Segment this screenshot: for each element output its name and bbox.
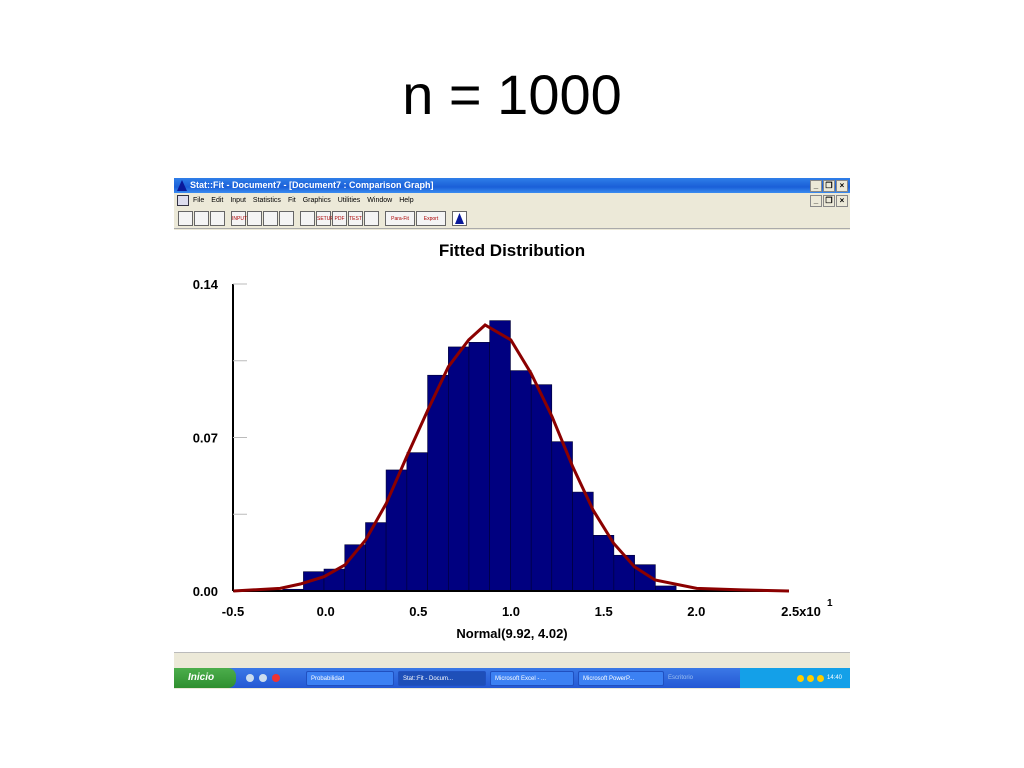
tray-icon[interactable]	[806, 674, 814, 682]
tray-icon[interactable]	[796, 674, 804, 682]
menu-utilities[interactable]: Utilities	[337, 197, 361, 204]
doc-minimize-button[interactable]: _	[810, 195, 822, 207]
x-axis-label: Normal(9.92, 4.02)	[456, 626, 567, 641]
menu-window[interactable]: Window	[367, 197, 393, 204]
x-tick-label: 0.0	[317, 604, 335, 619]
doc-close-button[interactable]: ×	[836, 195, 848, 207]
distribution-icon[interactable]	[452, 210, 467, 226]
fitted-normal-curve	[233, 323, 790, 593]
histogram-bar	[592, 535, 615, 592]
plus-minus-icon[interactable]	[263, 210, 278, 226]
clock: 14:40	[826, 675, 842, 681]
setup-button[interactable]: SETUP	[316, 210, 334, 226]
document-icon[interactable]	[177, 195, 189, 206]
slide-title: n = 1000	[402, 63, 622, 126]
pie-icon[interactable]	[279, 210, 294, 226]
histogram-bar	[406, 452, 428, 592]
task-powerpoint[interactable]: Microsoft PowerP...	[578, 670, 664, 686]
line-fit-icon[interactable]	[247, 210, 262, 226]
taskbar: Inicio Probabilidad Stat::Fit - Docum...…	[174, 668, 850, 688]
y-tick-label: 0.07	[193, 431, 218, 446]
menu-statistics[interactable]: Statistics	[252, 197, 281, 204]
menu-bar: File Edit Input Statistics Fit Graphics …	[174, 193, 850, 208]
desktop-toolbar[interactable]: Escritorio	[668, 675, 694, 681]
histogram-bar	[385, 469, 408, 592]
y-tick-label: 0.14	[193, 277, 219, 292]
histogram-bar	[448, 346, 470, 592]
x-tick-label: 1.5	[595, 604, 613, 619]
open-icon[interactable]	[194, 210, 209, 226]
histogram-icon[interactable]	[300, 210, 315, 226]
disabled-graph-icon	[364, 210, 379, 226]
x-tick-label: 2.5x10	[781, 604, 821, 619]
menu-help[interactable]: Help	[399, 197, 414, 204]
close-button[interactable]: ×	[836, 180, 848, 192]
x-tick-label: -0.5	[222, 604, 244, 619]
test-button[interactable]: TEST	[348, 210, 363, 226]
fitted-distribution-chart: Fitted Distribution 0.14 0.07 0.00 -0.5 0.0 0…	[193, 241, 833, 641]
minimize-button[interactable]: _	[810, 180, 822, 192]
x-tick-label: 2.0	[687, 604, 705, 619]
pdf-button[interactable]: PDF	[332, 210, 347, 226]
input-data-button[interactable]: INPUT DATA	[231, 210, 247, 237]
statfit-window: Stat::Fit - Document7 - [Document7 : Com…	[174, 178, 850, 689]
task-statfit[interactable]: Stat::Fit - Docum...	[398, 670, 486, 686]
histogram-bar	[489, 320, 511, 592]
export-button[interactable]: Export	[416, 210, 446, 226]
restore-button[interactable]: ❐	[823, 180, 835, 192]
x-tick-label: 0.5	[409, 604, 427, 619]
chart-title: Fitted Distribution	[439, 241, 585, 260]
new-icon[interactable]	[178, 210, 193, 226]
statfit-app-icon	[177, 180, 187, 192]
menu-fit[interactable]: Fit	[287, 197, 296, 204]
chart-area: Fitted Distribution 0.14 0.07 0.00 -0.5 0.0 0…	[174, 230, 850, 652]
doc-restore-button[interactable]: ❐	[823, 195, 835, 207]
y-tick-label: 0.00	[193, 584, 218, 599]
title-bar[interactable]: Stat::Fit - Document7 - [Document7 : Com…	[174, 178, 850, 193]
system-tray: 14:40	[740, 668, 850, 688]
quick-launch	[236, 674, 306, 682]
histogram-bar	[530, 384, 553, 592]
menu-file[interactable]: File	[193, 197, 205, 204]
histogram-bar	[510, 370, 532, 592]
menu-graphics[interactable]: Graphics	[302, 197, 331, 204]
task-excel[interactable]: Microsoft Excel - ...	[490, 670, 574, 686]
ie-icon[interactable]	[259, 674, 267, 682]
x-tick-label: 1.0	[502, 604, 520, 619]
status-bar	[174, 652, 850, 669]
desktop-icon[interactable]	[246, 674, 254, 682]
window-title: Stat::Fit - Document7 - [Document7 : Com…	[190, 180, 434, 190]
start-button[interactable]: Inicio	[174, 668, 236, 688]
save-icon[interactable]	[210, 210, 225, 226]
toolbar: INPUT DATA SETUP PDF TEST Para-Fit Expor…	[174, 208, 850, 237]
task-probabilidad[interactable]: Probabilidad	[306, 670, 394, 686]
menu-edit[interactable]: Edit	[211, 197, 224, 204]
histogram-bar	[613, 554, 635, 592]
x-exponent-label: 1	[827, 598, 833, 609]
para-fit-button[interactable]: Para-Fit	[385, 210, 415, 226]
histogram-bar	[551, 441, 573, 592]
menu-input[interactable]: Input	[230, 197, 246, 204]
tray-icon[interactable]	[816, 674, 824, 682]
histogram-bar	[427, 374, 449, 592]
histogram-bar	[468, 342, 490, 592]
acrobat-icon[interactable]	[272, 674, 280, 682]
